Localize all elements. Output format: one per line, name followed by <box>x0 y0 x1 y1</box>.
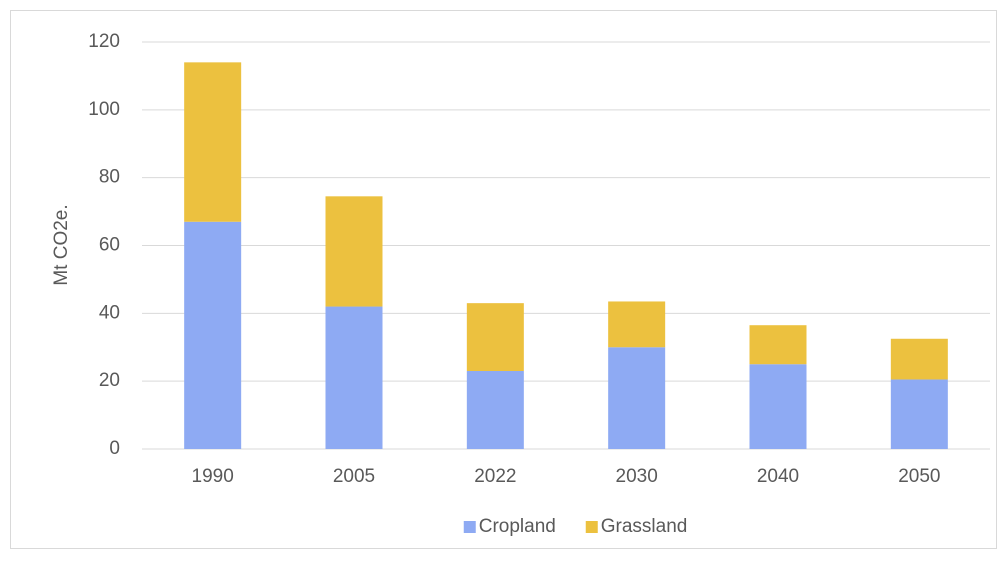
bar-segment <box>890 338 948 380</box>
x-tick-label: 1990 <box>192 466 234 487</box>
x-tick-label: 2022 <box>474 466 516 487</box>
y-tick-label: 20 <box>99 370 120 391</box>
bar-segment <box>608 347 666 449</box>
y-tick-label: 80 <box>99 167 120 188</box>
legend-swatch <box>463 521 476 533</box>
y-tick-label: 120 <box>88 31 120 52</box>
legend-swatch <box>585 521 598 533</box>
bar-segment <box>325 306 383 449</box>
x-tick-label: 2050 <box>898 466 940 487</box>
bar-segment <box>466 303 524 371</box>
bar-segment <box>466 370 524 449</box>
x-tick-label: 2040 <box>757 466 799 487</box>
bar-segment <box>325 196 383 307</box>
bar-segment <box>184 221 242 449</box>
bar-segment <box>749 364 807 449</box>
y-tick-label: 40 <box>99 302 120 323</box>
chart-border <box>10 10 997 549</box>
y-axis-label: Mt CO2e. <box>51 204 72 285</box>
bar-segment <box>184 62 242 222</box>
legend-label: Cropland <box>479 516 556 537</box>
bar-segment <box>749 325 807 365</box>
bar-segment <box>608 301 666 348</box>
bar-segment <box>890 379 948 449</box>
x-tick-label: 2030 <box>616 466 658 487</box>
legend-label: Grassland <box>601 516 688 537</box>
x-tick-label: 2005 <box>333 466 375 487</box>
y-tick-label: 60 <box>99 235 120 256</box>
y-tick-label: 100 <box>88 99 120 120</box>
y-tick-label: 0 <box>109 438 120 459</box>
